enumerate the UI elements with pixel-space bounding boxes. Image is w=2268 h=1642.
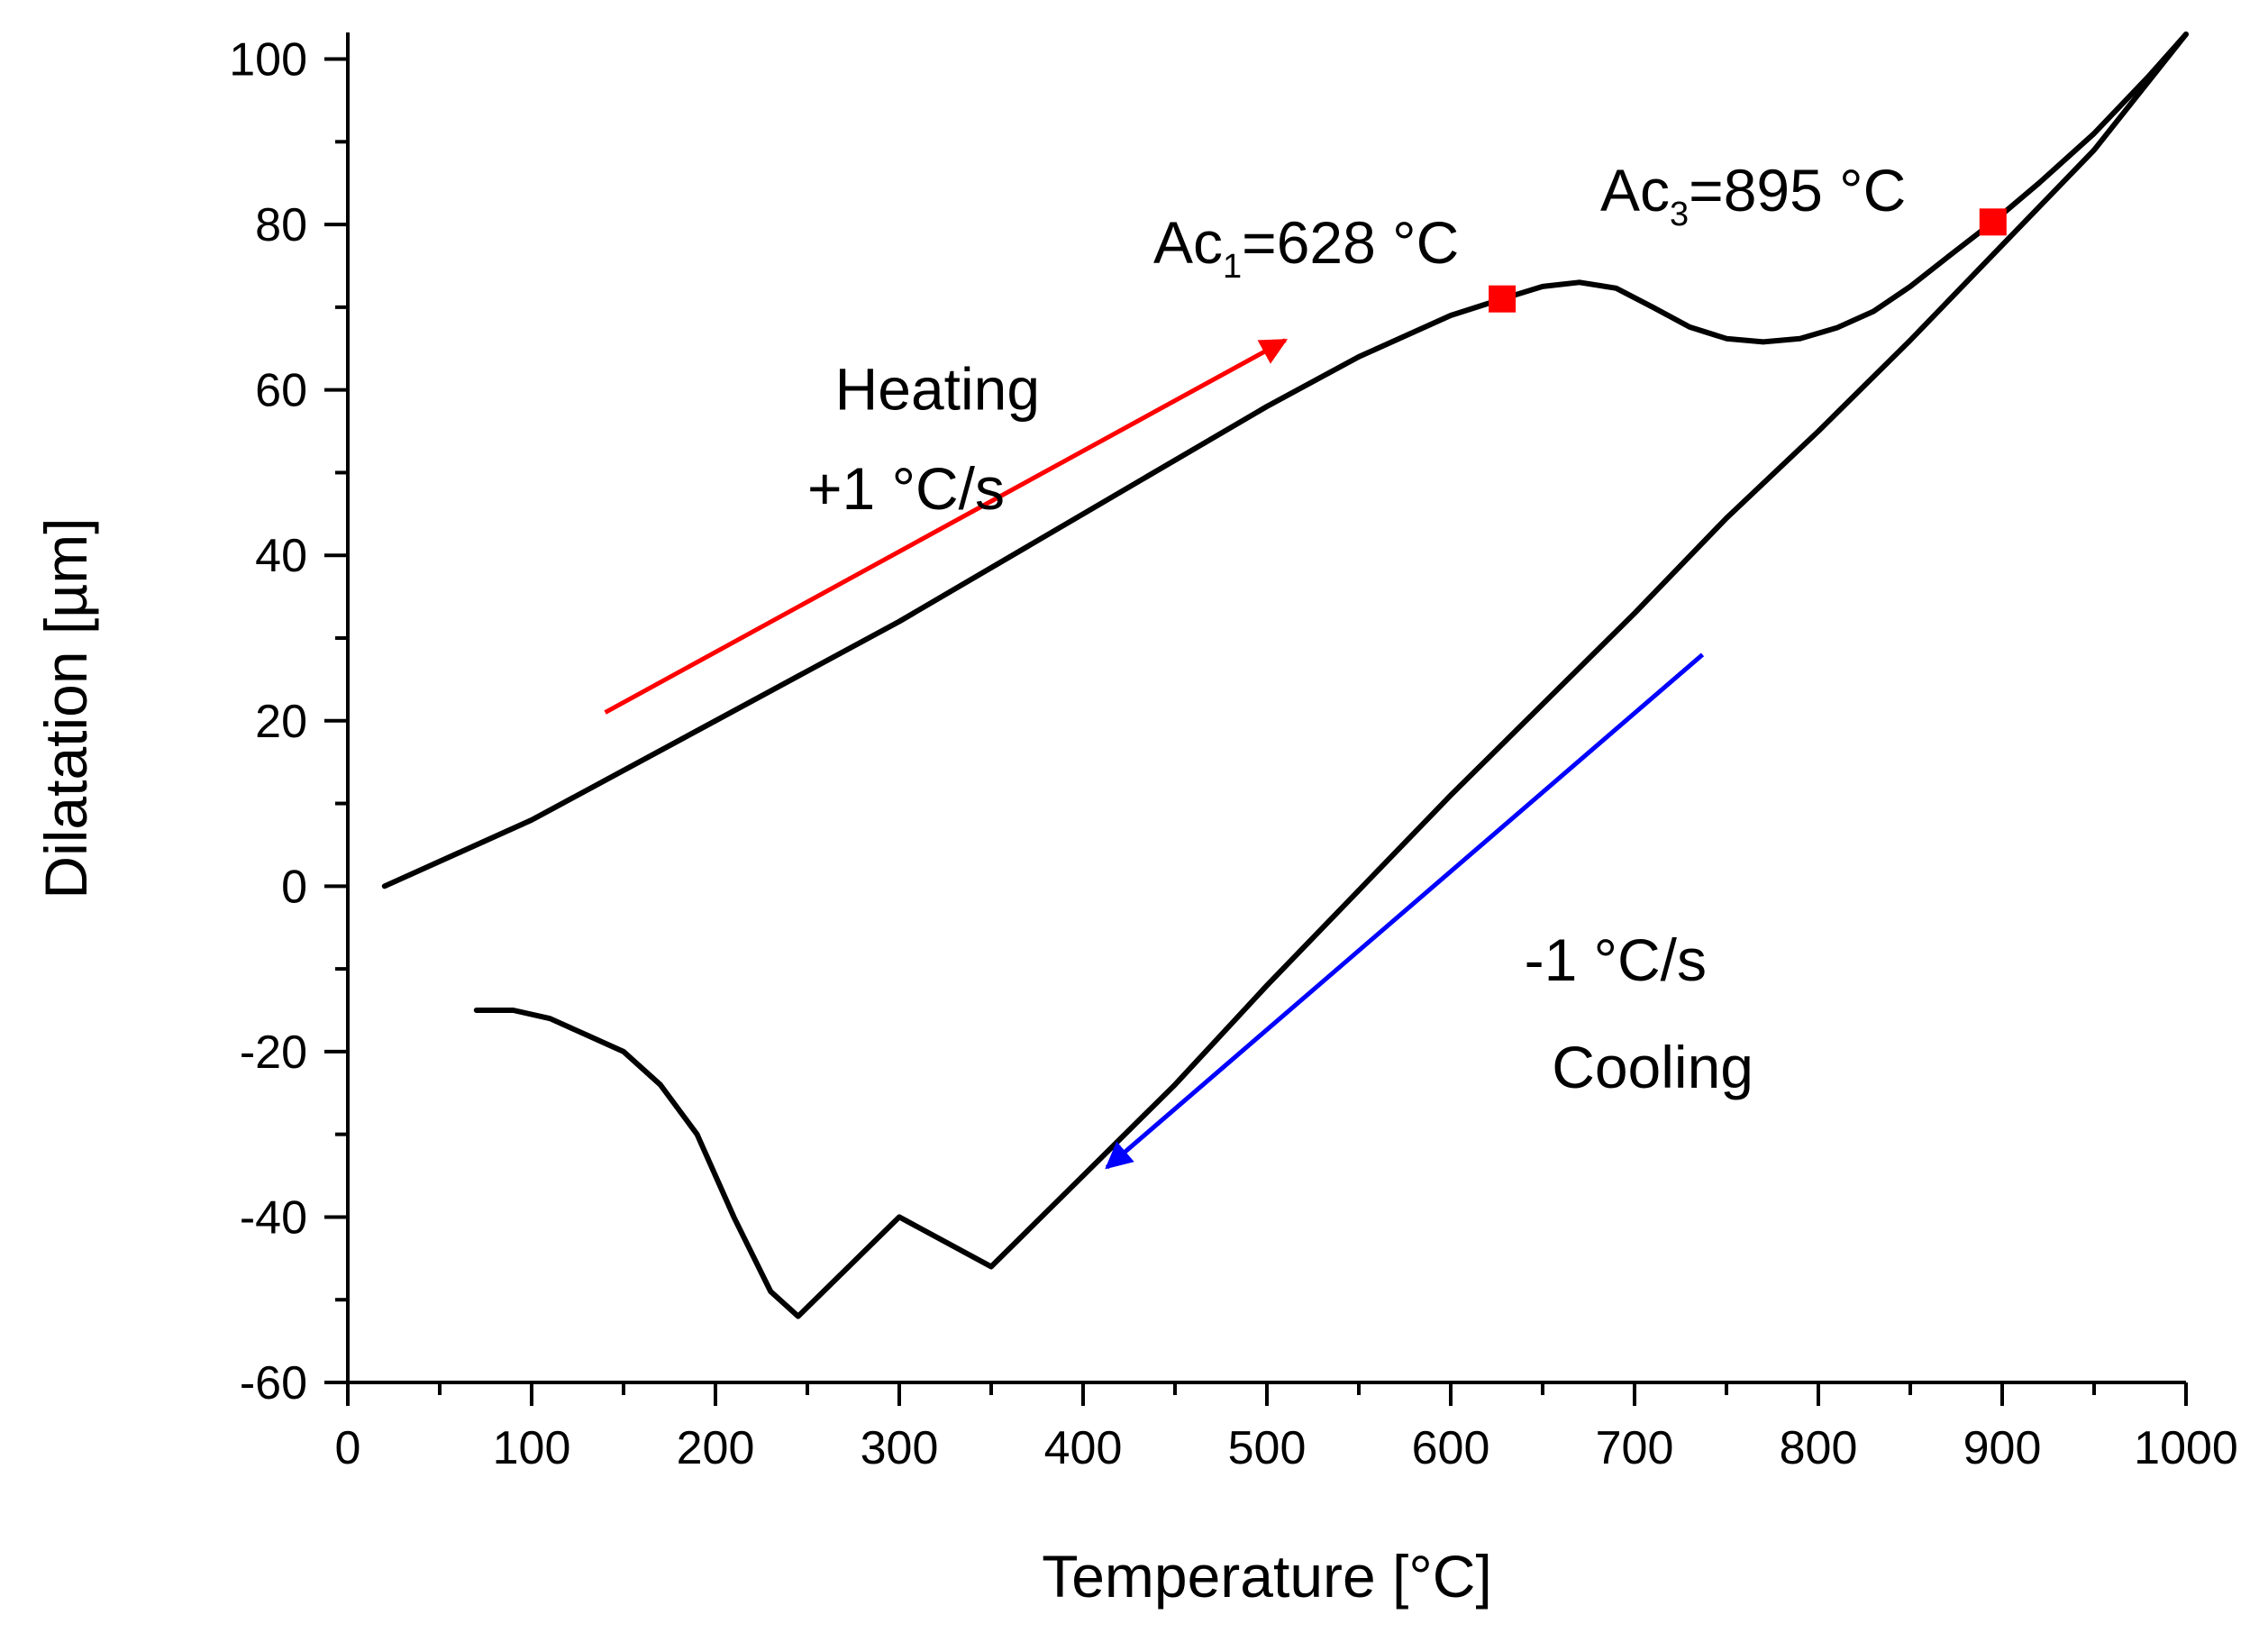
axes: 0 100 200 300 400 500 600 700 800 900 1000-60-40-2… [229,32,2238,1474]
x-axis-title: Temperature [°C] [1042,1543,1492,1610]
y-tick-label: 40 [255,530,307,582]
y-tick-label: 20 [255,696,307,748]
x-tick-label: 200 [677,1422,755,1474]
cooling-curve [473,32,2189,1319]
cooling-rate-label: -1 °C/s [1525,926,1707,993]
cooling-label: Cooling [1552,1034,1753,1100]
cooling-arrow [1105,652,1705,1170]
y-tick-label: -20 [240,1026,307,1079]
ac1-marker [1489,285,1517,313]
x-tick-label: 600 [1412,1422,1490,1474]
y-tick-label: 80 [255,199,307,251]
y-tick-label: 100 [229,34,307,87]
ac1-label-base: Ac [1153,209,1223,276]
y-axis-title: Dilatation [µm] [32,517,99,899]
heating-rate-label: +1 °C/s [807,455,1005,522]
x-tick-label: 700 [1596,1422,1674,1474]
ac1-label-subscript: 1 [1223,248,1242,286]
heating-label: Heating [835,356,1041,423]
y-tick-label: 60 [255,365,307,417]
ac1-label-value: =628 °C [1242,209,1459,276]
ac3-label: Ac3=895 °C [1600,157,1906,233]
x-tick-label: 300 [861,1422,939,1474]
x-tick-label: 100 [493,1422,571,1474]
heating-curve [381,32,2189,889]
ac3-label-value: =895 °C [1689,157,1906,223]
ac3-label-subscript: 3 [1670,196,1689,233]
x-tick-label: 0 [335,1422,361,1474]
heating-arrow [604,338,1289,715]
y-tick-label: -60 [240,1357,307,1409]
x-tick-label: 900 [1963,1422,2042,1474]
y-tick-label: 0 [281,861,307,913]
x-tick-label: 800 [1780,1422,1858,1474]
x-tick-label: 1000 [2134,1422,2238,1474]
ac3-label-base: Ac [1600,157,1670,223]
y-tick-label: -40 [240,1191,307,1244]
ac3-marker [1979,208,2007,236]
ac1-label: Ac1=628 °C [1153,209,1459,286]
x-tick-label: 400 [1044,1422,1123,1474]
transition-markers [1489,208,2007,313]
x-tick-label: 500 [1228,1422,1307,1474]
direction-arrows [604,338,1705,1170]
